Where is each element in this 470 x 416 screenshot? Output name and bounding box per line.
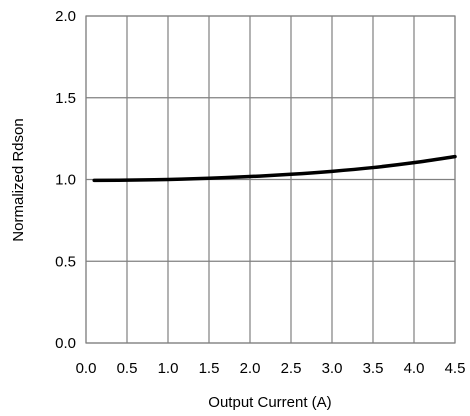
x-axis-label: Output Current (A) bbox=[208, 394, 331, 411]
y-tick-label: 2.0 bbox=[55, 8, 76, 25]
x-tick-label: 2.5 bbox=[281, 360, 302, 377]
y-tick-label: 1.0 bbox=[55, 172, 76, 189]
y-axis-label: Normalized Rdson bbox=[10, 118, 27, 241]
series-layer bbox=[92, 154, 457, 183]
grid bbox=[85, 15, 456, 344]
y-tick-label: 0.5 bbox=[55, 253, 76, 270]
x-tick-label: 0.5 bbox=[117, 360, 138, 377]
x-tick-label: 4.0 bbox=[404, 360, 425, 377]
series-line bbox=[92, 154, 457, 183]
x-tick-label: 3.5 bbox=[363, 360, 384, 377]
x-tick-label: 2.0 bbox=[240, 360, 261, 377]
x-tick-label: 3.0 bbox=[322, 360, 343, 377]
y-tick-label: 1.5 bbox=[55, 90, 76, 107]
x-tick-label: 4.5 bbox=[445, 360, 466, 377]
tick-labels: 0.0 0.5 1.0 1.5 2.0 2.5 3.0 3.5 4.0 4.5 0.0 0.5 1.0 1… bbox=[55, 8, 465, 377]
x-tick-label: 1.5 bbox=[199, 360, 220, 377]
x-tick-label: 0.0 bbox=[76, 360, 97, 377]
plot-frame bbox=[85, 15, 456, 344]
x-tick-label: 1.0 bbox=[158, 360, 179, 377]
y-tick-label: 0.0 bbox=[55, 335, 76, 352]
